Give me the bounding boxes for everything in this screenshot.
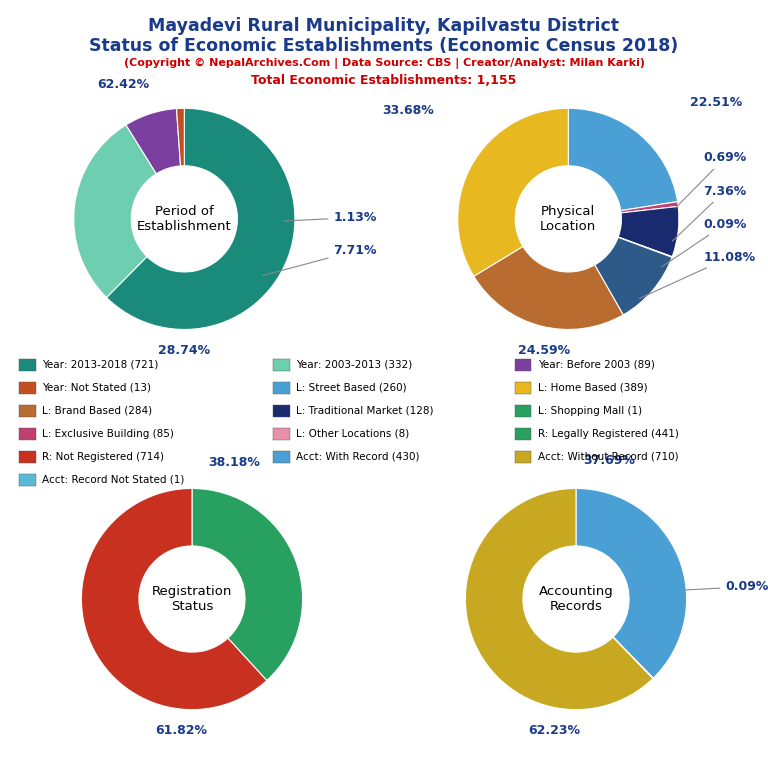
Text: 24.59%: 24.59% — [518, 344, 570, 357]
Text: 7.36%: 7.36% — [672, 184, 746, 241]
Wedge shape — [618, 237, 672, 257]
Text: L: Street Based (260): L: Street Based (260) — [296, 382, 406, 393]
Text: 37.69%: 37.69% — [583, 454, 635, 467]
Wedge shape — [613, 637, 654, 679]
Text: 1.13%: 1.13% — [284, 211, 377, 224]
Wedge shape — [192, 488, 303, 680]
Text: Year: Before 2003 (89): Year: Before 2003 (89) — [538, 359, 654, 370]
Wedge shape — [465, 488, 653, 710]
Text: Status of Economic Establishments (Economic Census 2018): Status of Economic Establishments (Econo… — [89, 37, 679, 55]
Wedge shape — [621, 202, 678, 213]
Text: Acct: Record Not Stated (1): Acct: Record Not Stated (1) — [42, 475, 184, 485]
Text: 0.09%: 0.09% — [684, 580, 768, 593]
Text: 22.51%: 22.51% — [690, 96, 742, 109]
Wedge shape — [458, 108, 568, 276]
Text: 61.82%: 61.82% — [155, 724, 207, 737]
Wedge shape — [177, 108, 184, 166]
Text: R: Legally Registered (441): R: Legally Registered (441) — [538, 429, 678, 439]
Wedge shape — [568, 108, 677, 210]
Text: R: Not Registered (714): R: Not Registered (714) — [42, 452, 164, 462]
Text: 7.71%: 7.71% — [262, 244, 377, 276]
Text: Year: 2013-2018 (721): Year: 2013-2018 (721) — [42, 359, 159, 370]
Text: 11.08%: 11.08% — [640, 251, 756, 299]
Wedge shape — [81, 488, 266, 710]
Text: 0.69%: 0.69% — [675, 151, 746, 208]
Text: 62.42%: 62.42% — [98, 78, 150, 91]
Text: Registration
Status: Registration Status — [152, 585, 232, 613]
Text: Total Economic Establishments: 1,155: Total Economic Establishments: 1,155 — [251, 74, 517, 87]
Wedge shape — [576, 488, 687, 678]
Text: L: Traditional Market (128): L: Traditional Market (128) — [296, 406, 433, 416]
Wedge shape — [74, 125, 157, 297]
Text: L: Home Based (389): L: Home Based (389) — [538, 382, 647, 393]
Text: Acct: With Record (430): Acct: With Record (430) — [296, 452, 419, 462]
Text: Mayadevi Rural Municipality, Kapilvastu District: Mayadevi Rural Municipality, Kapilvastu … — [148, 17, 620, 35]
Wedge shape — [107, 108, 295, 329]
Wedge shape — [594, 237, 672, 315]
Text: 28.74%: 28.74% — [158, 344, 210, 357]
Text: L: Other Locations (8): L: Other Locations (8) — [296, 429, 409, 439]
Text: 33.68%: 33.68% — [382, 104, 434, 117]
Text: Year: 2003-2013 (332): Year: 2003-2013 (332) — [296, 359, 412, 370]
Text: (Copyright © NepalArchives.Com | Data Source: CBS | Creator/Analyst: Milan Karki: (Copyright © NepalArchives.Com | Data So… — [124, 58, 644, 69]
Wedge shape — [474, 247, 624, 329]
Wedge shape — [618, 207, 679, 257]
Text: 62.23%: 62.23% — [528, 724, 580, 737]
Text: 0.09%: 0.09% — [661, 217, 746, 267]
Text: 38.18%: 38.18% — [208, 456, 260, 469]
Text: L: Exclusive Building (85): L: Exclusive Building (85) — [42, 429, 174, 439]
Wedge shape — [126, 108, 180, 174]
Text: Year: Not Stated (13): Year: Not Stated (13) — [42, 382, 151, 393]
Text: L: Brand Based (284): L: Brand Based (284) — [42, 406, 152, 416]
Text: Acct: Without Record (710): Acct: Without Record (710) — [538, 452, 678, 462]
Text: Period of
Establishment: Period of Establishment — [137, 205, 232, 233]
Text: Accounting
Records: Accounting Records — [538, 585, 614, 613]
Text: Physical
Location: Physical Location — [540, 205, 597, 233]
Text: L: Shopping Mall (1): L: Shopping Mall (1) — [538, 406, 642, 416]
